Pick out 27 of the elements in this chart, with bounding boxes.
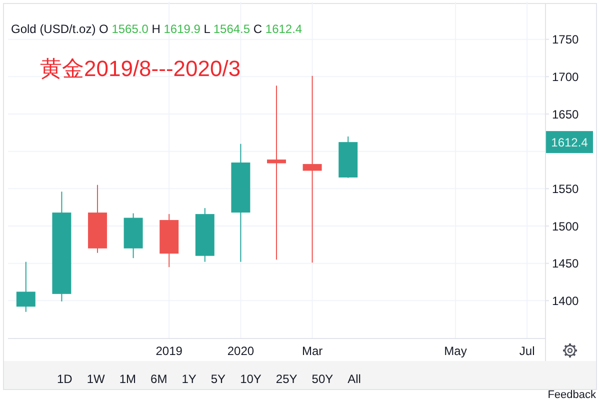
- x-tick-label: 2020: [227, 344, 254, 358]
- annotation: 1612.4: [265, 22, 302, 36]
- x-tick-label: Mar: [302, 344, 323, 358]
- y-tick-label: 1550: [552, 182, 580, 196]
- y-tick-label: 1450: [552, 256, 580, 271]
- y-tick-label: 1750: [552, 32, 580, 47]
- text: 6M: [150, 372, 168, 386]
- y-tick-label: 1400: [552, 294, 580, 308]
- y-tick-label: 1650: [552, 107, 580, 122]
- y-tick-label: 1500: [552, 219, 580, 234]
- text: 1M: [119, 372, 136, 386]
- text: 1D: [57, 372, 73, 386]
- x-tick-label: May: [444, 344, 467, 358]
- text: 1W: [86, 372, 106, 386]
- text: Gold (USD/t.oz) O 1565.0 H 1619.9 L 1564.5 C: [11, 22, 262, 36]
- last-price-tag: 1612.4: [546, 131, 593, 154]
- text: 黄金2019/8---2020/3: [40, 56, 241, 81]
- y-tick-label: 1700: [552, 70, 580, 84]
- text: All: [348, 372, 361, 386]
- text: 10Y: [240, 372, 262, 386]
- text: Feedback: [548, 389, 596, 400]
- text: 50Y: [312, 372, 334, 386]
- text: 25Y: [276, 372, 298, 386]
- x-tick-label: 2019: [156, 344, 183, 358]
- text: 5Y: [210, 372, 226, 386]
- text: 1Y: [182, 372, 196, 386]
- x-tick-label: Jul: [519, 344, 535, 358]
